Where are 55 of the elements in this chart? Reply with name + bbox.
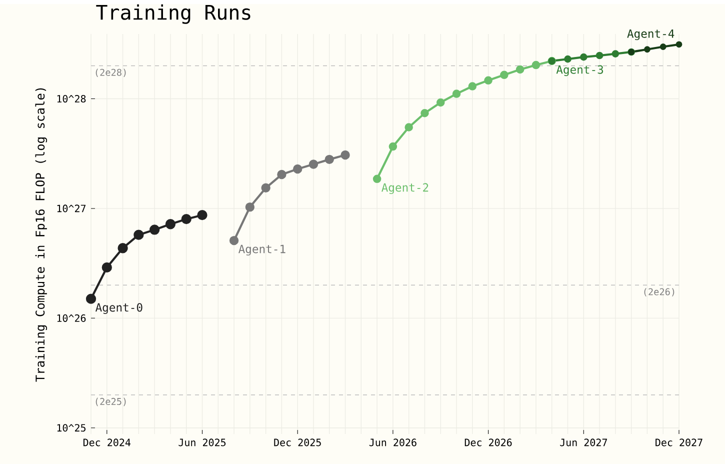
chart-title: Training Runs <box>96 4 250 24</box>
point <box>676 41 682 48</box>
y-tick-label: 10^28 <box>57 94 86 103</box>
point <box>86 294 96 304</box>
point <box>388 142 398 151</box>
point <box>197 210 208 220</box>
y-tick-label: 10^27 <box>57 204 86 212</box>
point <box>229 236 239 246</box>
point <box>340 150 350 160</box>
point <box>516 65 524 74</box>
ref-line-label: (2e25) <box>96 398 126 406</box>
x-tick-label: Jun 2026 <box>369 438 416 446</box>
point <box>596 52 604 60</box>
point <box>165 219 176 230</box>
point <box>134 230 144 240</box>
point <box>500 70 508 80</box>
series-label: Agent-1 <box>238 244 286 256</box>
point <box>308 160 318 169</box>
series-label: Agent-2 <box>382 183 428 194</box>
point <box>532 60 540 70</box>
point <box>612 50 620 58</box>
y-axis-title: Training Compute in Fp16 FLOP (log scale) <box>35 88 48 382</box>
y-tick-label: 10^25 <box>57 424 86 432</box>
point <box>484 76 492 85</box>
x-tick-label: Jun 2025 <box>178 438 226 446</box>
point <box>261 183 270 193</box>
point <box>324 154 334 164</box>
point <box>118 243 128 254</box>
series-label: Agent-3 <box>556 65 604 76</box>
point <box>181 214 192 224</box>
point <box>580 53 588 61</box>
point <box>436 98 445 107</box>
x-tick-label: Dec 2027 <box>656 438 702 446</box>
point <box>420 108 429 118</box>
point <box>452 90 461 98</box>
ref-line-label: (2e28) <box>96 68 126 78</box>
ref-line-label: (2e26) <box>644 288 674 296</box>
series-label: Agent-0 <box>95 303 142 314</box>
series-label: Agent-4 <box>627 29 674 40</box>
x-tick-label: Dec 2026 <box>464 438 512 446</box>
point <box>102 262 112 273</box>
point <box>372 174 382 184</box>
point <box>468 82 477 90</box>
y-tick-label: 10^26 <box>57 314 86 322</box>
point <box>150 224 160 235</box>
point <box>404 123 413 132</box>
point <box>644 46 650 53</box>
x-tick-label: Dec 2024 <box>83 438 130 446</box>
point <box>277 170 286 180</box>
x-tick-label: Dec 2025 <box>274 438 321 446</box>
x-tick-label: Jun 2027 <box>560 438 607 446</box>
point <box>564 55 572 63</box>
point <box>660 44 666 50</box>
point <box>292 164 302 174</box>
point <box>245 202 255 212</box>
